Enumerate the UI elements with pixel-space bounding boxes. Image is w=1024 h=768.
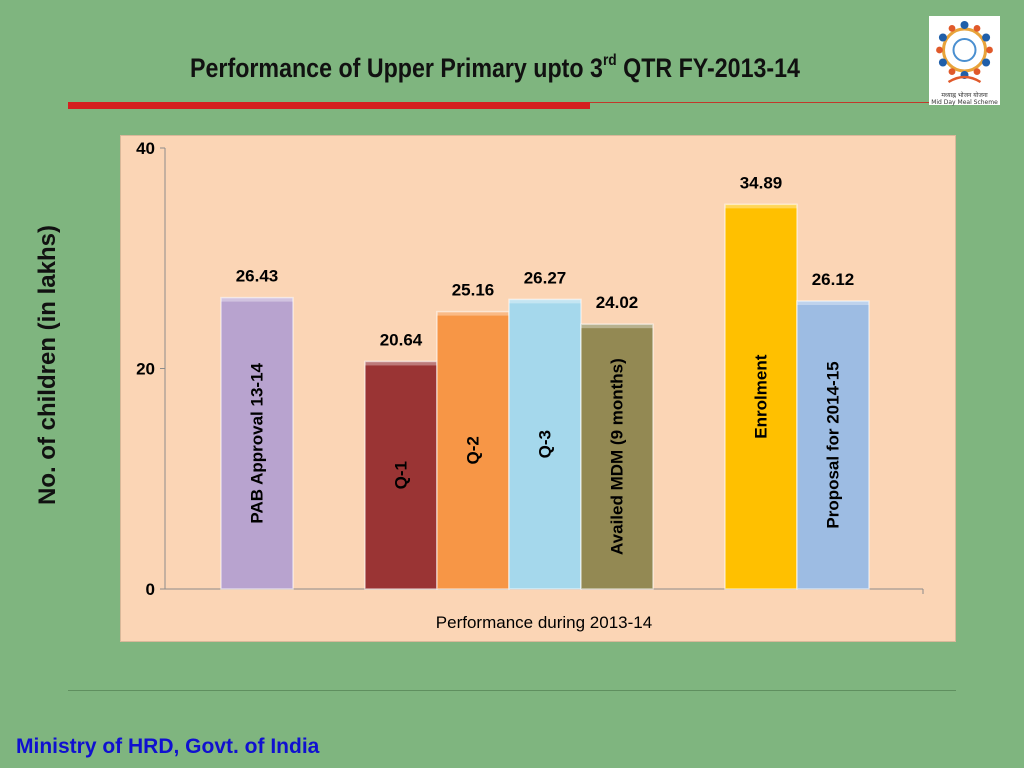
bar bbox=[220, 296, 294, 590]
logo-caption-hindi: मध्याह्न भोजन योजना bbox=[941, 92, 988, 99]
bar-highlight bbox=[365, 361, 437, 366]
data-label: 34.89 bbox=[740, 173, 783, 192]
bar-highlight bbox=[221, 297, 293, 302]
data-label: 25.16 bbox=[452, 281, 495, 300]
title-underline-thin bbox=[590, 102, 930, 103]
title-underline-red bbox=[68, 102, 590, 109]
bar-category-label: Enrolment bbox=[752, 354, 771, 438]
bar-highlight bbox=[725, 204, 797, 209]
bar-category-label: Availed MDM (9 months) bbox=[608, 358, 627, 555]
data-label: 20.64 bbox=[380, 330, 423, 349]
bar-highlight bbox=[797, 301, 869, 306]
title-superscript: rd bbox=[602, 52, 617, 69]
footer-divider bbox=[68, 690, 956, 691]
bar bbox=[436, 310, 510, 590]
y-tick-label: 20 bbox=[136, 360, 155, 379]
bar-category-label: Q-2 bbox=[464, 436, 483, 464]
y-tick-label: 0 bbox=[146, 580, 155, 599]
bar-highlight bbox=[581, 324, 653, 329]
footer-ministry: Ministry of HRD, Govt. of India bbox=[16, 735, 320, 758]
bar-highlight bbox=[509, 299, 581, 304]
data-label: 26.43 bbox=[236, 267, 279, 286]
bar bbox=[580, 323, 654, 590]
mdm-logo-emblem-icon bbox=[936, 21, 993, 84]
bar bbox=[364, 360, 438, 590]
data-label: 26.12 bbox=[812, 270, 855, 289]
bar-category-label: PAB Approval 13-14 bbox=[248, 362, 267, 523]
data-label: 24.02 bbox=[596, 293, 639, 312]
logo-caption-english: Mid Day Meal Scheme bbox=[931, 99, 998, 106]
bar-category-label: Proposal for 2014-15 bbox=[824, 361, 843, 528]
x-axis-title: Performance during 2013-14 bbox=[436, 613, 652, 632]
slide-title: Performance of Upper Primary upto 3rd QT… bbox=[69, 52, 920, 84]
data-label: 26.27 bbox=[524, 268, 567, 287]
y-tick-label: 40 bbox=[136, 139, 155, 158]
mdm-logo: मध्याह्न भोजन योजना Mid Day Meal Scheme bbox=[929, 16, 1000, 106]
logo-caption: मध्याह्न भोजन योजना Mid Day Meal Scheme bbox=[929, 92, 1000, 106]
title-main: Performance of Upper Primary upto 3 bbox=[190, 53, 603, 83]
title-tail: QTR FY-2013-14 bbox=[616, 53, 800, 83]
bar bbox=[796, 300, 870, 590]
bar bbox=[724, 203, 798, 590]
bar-category-label: Q-3 bbox=[536, 430, 555, 458]
bar-category-label: Q-1 bbox=[392, 461, 411, 489]
bar-highlight bbox=[437, 311, 509, 316]
